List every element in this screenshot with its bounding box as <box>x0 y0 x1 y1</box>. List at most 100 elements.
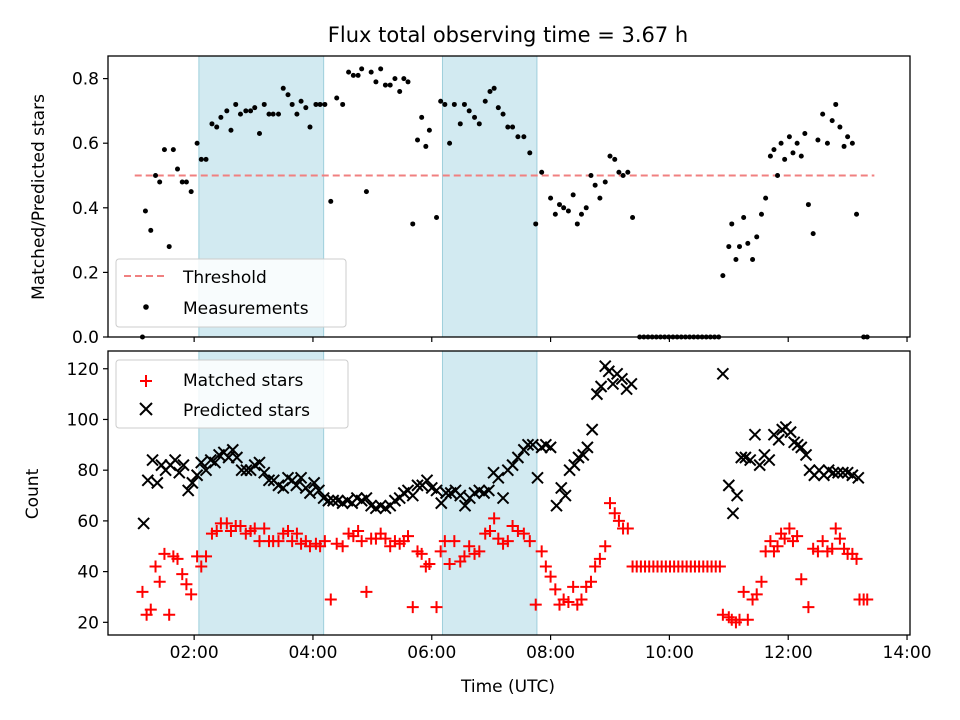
figure-title: Flux total observing time = 3.67 h <box>328 23 688 47</box>
matched-star-point <box>816 535 829 548</box>
x-tick-label: 08:00 <box>526 643 575 663</box>
predicted-star-point <box>230 451 244 464</box>
predicted-star-point <box>594 380 608 393</box>
predicted-star-point <box>836 466 850 479</box>
measurement-point <box>491 85 497 91</box>
predicted-star-point <box>506 458 519 472</box>
matched-star-point <box>599 540 612 553</box>
measurement-point <box>183 179 189 185</box>
measurement-point <box>548 195 554 201</box>
measurement-point <box>729 221 735 227</box>
measurement-point <box>820 111 826 117</box>
predicted-star-point <box>722 479 736 492</box>
measurement-point <box>303 105 309 111</box>
measurement-point <box>368 69 374 75</box>
x-tick-label: 04:00 <box>288 643 337 663</box>
predicted-star-point <box>772 433 785 446</box>
measurement-point <box>775 173 781 179</box>
matched-star-point <box>318 535 331 548</box>
measurement-point <box>179 179 185 185</box>
measurement-point <box>148 227 154 233</box>
measurement-point <box>228 127 234 133</box>
predicted-star-point <box>312 484 326 497</box>
matched-star-point <box>473 545 486 558</box>
measurement-point <box>285 92 291 98</box>
predicted-star-point <box>151 476 164 490</box>
measurement-point <box>317 101 323 107</box>
predicted-star-point <box>831 466 845 479</box>
matched-star-point <box>282 525 295 538</box>
measurement-point <box>758 211 764 217</box>
matched-star-point <box>415 547 428 560</box>
measurement-point <box>750 256 756 262</box>
y-tick-label: 0.6 <box>72 134 99 154</box>
measurement-point <box>472 114 478 120</box>
measurement-point <box>763 195 769 201</box>
predicted-star-point <box>577 448 590 462</box>
measurement-point <box>794 140 800 146</box>
measurement-point <box>387 82 393 88</box>
bottom-y-axis-label: Count <box>23 468 43 519</box>
matched-star-point <box>149 560 162 573</box>
measurement-point <box>833 101 839 107</box>
matched-star-point <box>195 560 208 573</box>
predicted-star-point <box>439 486 453 500</box>
measurement-point <box>733 256 739 262</box>
predicted-star-point <box>521 438 535 452</box>
matched-star-point <box>434 545 447 558</box>
matched-star-point <box>713 560 726 573</box>
measurement-point <box>505 124 511 130</box>
matched-star-point <box>764 535 777 548</box>
measurement-point <box>854 211 860 217</box>
measurement-point <box>275 111 281 117</box>
legend-predicted-label: Predicted stars <box>183 401 310 421</box>
matched-star-point <box>783 522 796 535</box>
measurement-point <box>410 221 416 227</box>
predicted-star-point <box>799 448 813 462</box>
matched-star-point <box>176 568 189 581</box>
matched-star-point <box>529 598 542 611</box>
predicted-star-point <box>208 456 222 469</box>
measurement-point <box>565 208 571 214</box>
bottom-legend: Matched stars Predicted stars <box>115 359 349 429</box>
matched-star-point <box>171 552 184 565</box>
matched-star-point <box>406 601 419 614</box>
measurement-point <box>194 140 200 146</box>
matched-star-point <box>303 540 316 553</box>
y-tick-label: 40 <box>77 563 99 583</box>
matched-star-point <box>535 545 548 558</box>
y-tick-label: 0.4 <box>72 199 99 219</box>
x-tick-label: 14:00 <box>883 643 932 663</box>
measurement-point <box>415 137 421 143</box>
measurement-point <box>798 153 804 159</box>
measurement-point <box>805 202 811 208</box>
matched-star-point <box>379 532 392 545</box>
measurement-point <box>405 79 411 85</box>
matched-star-point <box>584 575 597 588</box>
measurement-point <box>397 89 403 95</box>
matched-star-point <box>158 547 171 560</box>
matched-star-point <box>430 601 443 614</box>
matched-star-point <box>575 593 588 606</box>
measurement-point <box>334 95 340 101</box>
measurement-point <box>243 108 249 114</box>
measurement-point <box>426 127 432 133</box>
predicted-star-point <box>290 479 303 492</box>
top-legend-box <box>115 258 347 328</box>
matched-star-point <box>539 560 552 573</box>
predicted-star-point <box>795 441 808 454</box>
measurement-point <box>153 173 159 179</box>
matched-star-point <box>511 525 524 538</box>
measurement-point <box>786 134 792 140</box>
predicted-star-point <box>262 474 276 487</box>
measurement-point <box>726 244 732 250</box>
predicted-star-point <box>555 481 568 495</box>
matched-star-point <box>352 525 365 538</box>
measurement-point <box>533 221 539 227</box>
y-tick-label: 0.0 <box>72 328 99 348</box>
measurement-point <box>845 134 851 140</box>
matched-star-point <box>771 540 784 553</box>
y-tick-label: 0.2 <box>72 263 99 283</box>
matched-star-point <box>488 512 501 525</box>
measurement-point <box>214 124 220 130</box>
